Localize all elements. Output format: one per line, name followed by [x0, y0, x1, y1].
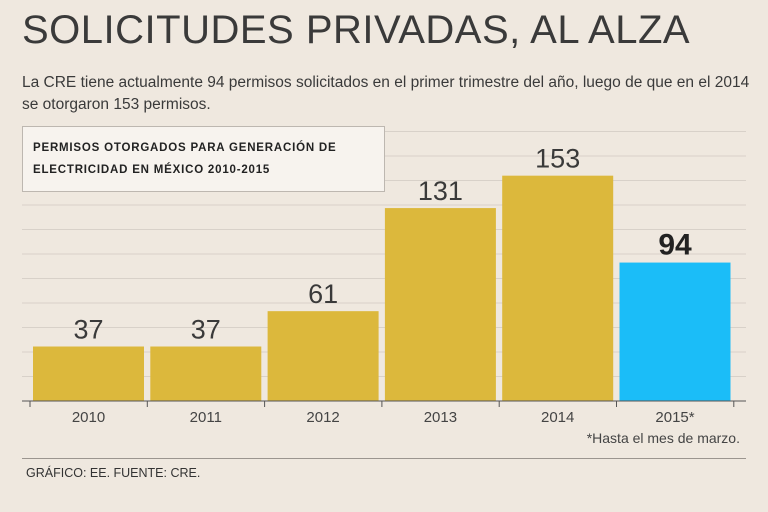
x-tick-label: 2010	[72, 409, 105, 426]
source-credits: GRÁFICO: EE. FUENTE: CRE.	[26, 466, 201, 480]
x-tick-label: 2012	[306, 409, 339, 426]
chart-area: 37 37 61 131 153 94 2010 2011 2012 2013 2014 2015*	[0, 128, 768, 458]
page-title: SOLICITUDES PRIVADAS, AL ALZA	[22, 8, 691, 52]
footnote: *Hasta el mes de marzo.	[586, 430, 740, 446]
value-label: 37	[191, 315, 221, 345]
value-labels: 37 37 61 131 153 94	[73, 144, 692, 345]
value-label: 94	[658, 229, 692, 262]
x-axis: 2010 2011 2012 2013 2014 2015*	[22, 400, 746, 426]
x-tick-label: 2014	[541, 409, 574, 426]
value-label: 153	[535, 144, 580, 174]
chart-title-line-1: PERMISOS OTORGADOS PARA GENERACIÓN DE	[33, 142, 337, 154]
bar-2012	[267, 311, 379, 401]
bar-2015	[619, 262, 731, 401]
x-tick-label: 2013	[424, 409, 457, 426]
x-tick-label: 2011	[190, 409, 222, 426]
chart-title-line-2: ELECTRICIDAD EN MÉXICO 2010-2015	[33, 164, 271, 176]
bar-2014	[502, 175, 614, 401]
bars	[33, 175, 731, 401]
value-label: 131	[418, 176, 463, 206]
bar-2010	[33, 346, 144, 401]
bar-2013	[384, 208, 496, 401]
bar-chart: 37 37 61 131 153 94 2010 2011 2012 2013 2014 2015*	[22, 131, 746, 426]
x-tick-label: 2015*	[655, 409, 694, 426]
chart-title-box: PERMISOS OTORGADOS PARA GENERACIÓN DE EL…	[22, 126, 385, 192]
bar-2011	[150, 346, 262, 401]
page-subtitle: La CRE tiene actualmente 94 permisos sol…	[22, 74, 750, 113]
value-label: 61	[308, 279, 338, 309]
footer-divider	[22, 458, 746, 459]
value-label: 37	[73, 315, 103, 345]
